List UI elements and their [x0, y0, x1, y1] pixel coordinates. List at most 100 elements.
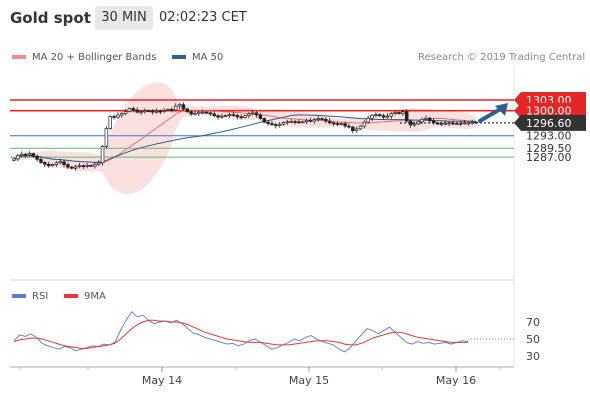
candle-body	[235, 115, 240, 118]
candle-body	[324, 118, 328, 122]
candle-body	[200, 111, 205, 114]
rsi-tick-label-0: 70	[526, 316, 540, 329]
support-label-3: 1293.00	[526, 130, 572, 143]
candle-body	[35, 156, 39, 160]
candle-body	[185, 108, 190, 113]
candle-body	[466, 122, 471, 125]
candle-body	[139, 111, 143, 114]
candle-body	[127, 108, 132, 112]
candle-body	[112, 116, 116, 118]
candle-body	[177, 104, 182, 107]
candle-body	[43, 162, 47, 165]
candle-body	[247, 113, 251, 117]
candle-body	[258, 114, 263, 119]
candle-body	[370, 115, 374, 119]
rsi-line	[13, 311, 469, 353]
candle-body	[23, 153, 28, 156]
candle-body	[285, 121, 290, 124]
candle-body	[27, 153, 32, 156]
candle-body	[458, 122, 463, 125]
candle-body	[274, 124, 278, 127]
ma20-legend: MA 20 + Bollinger Bands	[12, 52, 156, 63]
candle-body	[108, 116, 112, 129]
ma20-swatch	[12, 55, 26, 59]
candle-body	[166, 108, 170, 111]
candle-body	[339, 123, 344, 125]
candle-body	[100, 146, 105, 164]
x-tick-label-1: May 15	[289, 374, 329, 387]
candle-body	[343, 123, 347, 127]
candle-body	[320, 118, 324, 120]
candle-body	[316, 118, 320, 120]
candle-body	[412, 123, 417, 126]
candle-body	[366, 117, 370, 123]
candle-body	[123, 111, 128, 114]
candle-body	[154, 110, 159, 113]
candle-body	[243, 115, 247, 118]
candle-body	[389, 113, 394, 117]
candle-body	[301, 121, 305, 124]
candle-body	[50, 164, 55, 167]
ma50-legend: MA 50	[172, 52, 223, 63]
candle-body	[116, 114, 120, 118]
candle-body	[62, 161, 66, 165]
candle-body	[81, 165, 86, 168]
candle-body	[239, 116, 243, 119]
support-label-4: 1289.50	[526, 142, 572, 155]
rsi-legend: RSI	[12, 291, 48, 302]
candle-body	[181, 104, 186, 110]
candle-body	[143, 110, 147, 113]
candle-body	[362, 121, 367, 127]
candle-body	[204, 111, 209, 114]
candle-body	[220, 115, 224, 118]
candle-body	[447, 122, 451, 125]
ma50-legend-label: MA 50	[192, 52, 224, 63]
candle-body	[435, 122, 440, 125]
rsi-tick-label-2: 30	[526, 350, 540, 363]
projection-arrow-head	[495, 103, 508, 116]
candle-body	[416, 121, 421, 125]
rsi-ma-legend: 9MA	[64, 291, 106, 302]
candle-body	[431, 120, 436, 124]
timeframe-selector[interactable]: 30 MIN	[95, 6, 153, 30]
candle-body	[385, 115, 390, 118]
candle-body	[96, 162, 101, 165]
candle-body	[304, 119, 309, 123]
candle-body	[358, 125, 363, 130]
candle-body	[19, 153, 24, 157]
support-label-5: 1287.00	[526, 151, 572, 164]
candle-body	[443, 122, 447, 125]
price-tag-label-1: 1300.00	[526, 105, 572, 118]
candle-body	[193, 112, 197, 115]
candle-body	[254, 112, 259, 116]
candle-body	[77, 165, 82, 168]
rsi-ma-swatch	[64, 294, 78, 298]
candle-body	[16, 155, 20, 160]
timestamp: 02:02:23 CET	[159, 10, 247, 25]
chart-header: Gold spot 30 MIN 02:02:23 CET	[0, 0, 590, 38]
candle-body	[381, 115, 386, 118]
candle-body	[397, 112, 401, 114]
ma20-legend-label: MA 20 + Bollinger Bands	[32, 52, 157, 63]
candle-body	[378, 114, 382, 117]
candle-body	[470, 121, 474, 124]
ma50-swatch	[172, 55, 186, 59]
candle-body	[354, 128, 359, 132]
candle-body	[277, 123, 282, 127]
rsi-ma-line	[13, 319, 468, 349]
rsi-tick-label-1: 50	[526, 333, 540, 346]
candle-body	[401, 111, 405, 114]
candle-body	[158, 110, 163, 113]
last-price-tag-label: 1296.60	[526, 117, 572, 130]
candle-body	[335, 123, 340, 125]
candle-body	[135, 109, 139, 113]
candle-body	[89, 164, 93, 167]
candle-body	[439, 123, 444, 125]
candle-body	[58, 161, 62, 164]
candle-body	[266, 121, 270, 124]
rsi-legend-label: RSI	[32, 291, 49, 302]
candle-body	[297, 121, 301, 124]
candle-body	[451, 122, 455, 125]
candle-body	[327, 120, 332, 124]
